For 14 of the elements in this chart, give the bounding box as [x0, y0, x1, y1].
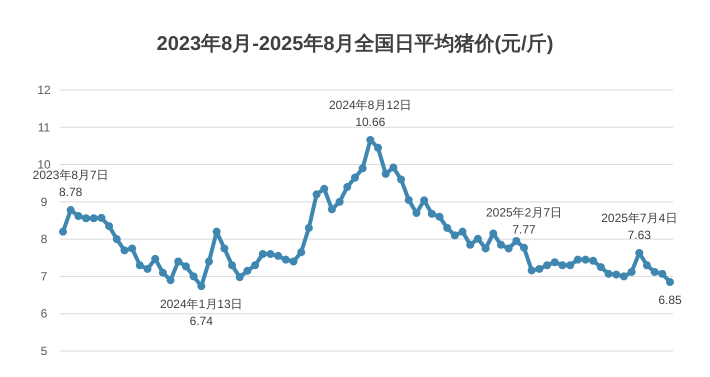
annotation: 6.85: [658, 293, 682, 308]
y-tick-label: 6: [40, 306, 48, 321]
y-tick-label: 7: [40, 269, 48, 284]
annotation: 2025年7月4日 7.63: [601, 210, 678, 242]
annotation: 2024年8月12日 10.66: [328, 98, 412, 129]
y-tick-label: 8: [40, 232, 48, 246]
y-tick-label: 9: [40, 194, 48, 209]
annotation: 2025年2月7日 7.77: [486, 206, 562, 237]
annotation: 2024年1月13日 6.74: [160, 297, 243, 328]
y-tick-label: 5: [40, 344, 48, 358]
chart-title: 2023年8月-2025年8月全国日平均猪价(元/斤): [156, 32, 554, 55]
y-tick-label: 12: [37, 83, 51, 97]
y-tick-label: 10: [37, 158, 51, 172]
y-tick-label: 11: [38, 120, 51, 134]
